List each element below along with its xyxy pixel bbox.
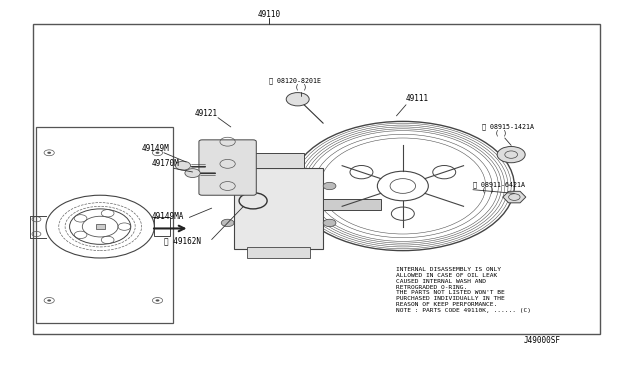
Circle shape xyxy=(47,152,51,154)
Bar xyxy=(253,153,304,167)
Text: Ⓡ 08911-6421A: Ⓡ 08911-6421A xyxy=(473,181,525,187)
Circle shape xyxy=(221,182,234,190)
Text: 49170M: 49170M xyxy=(151,159,179,168)
Circle shape xyxy=(185,169,200,177)
Circle shape xyxy=(47,299,51,302)
Circle shape xyxy=(221,219,234,227)
Circle shape xyxy=(497,147,525,163)
Text: INTERNAL DISASSEMBLY IS ONLY
ALLOWED IN CASE OF OIL LEAK
CAUSED INTERNAL WASH AN: INTERNAL DISASSEMBLY IS ONLY ALLOWED IN … xyxy=(396,267,531,313)
Bar xyxy=(36,127,173,323)
Circle shape xyxy=(323,219,336,227)
Text: 49110: 49110 xyxy=(257,10,280,19)
Text: Ⓡ 08120-8201E: Ⓡ 08120-8201E xyxy=(269,78,321,84)
Bar xyxy=(323,199,381,210)
Text: 49121: 49121 xyxy=(195,109,218,118)
Text: 49111: 49111 xyxy=(406,94,429,103)
Bar xyxy=(33,23,600,334)
Text: Ⓡ 08915-1421A: Ⓡ 08915-1421A xyxy=(483,124,534,130)
FancyBboxPatch shape xyxy=(199,140,256,195)
Bar xyxy=(234,167,323,249)
Bar xyxy=(246,247,310,258)
Circle shape xyxy=(175,161,191,170)
Circle shape xyxy=(323,182,336,190)
Bar xyxy=(154,217,170,236)
Text: ( ): ( ) xyxy=(495,129,508,136)
Text: ( ): ( ) xyxy=(295,83,307,90)
Polygon shape xyxy=(503,191,526,203)
Text: Ⓑ 49162N: Ⓑ 49162N xyxy=(164,236,201,245)
Circle shape xyxy=(286,93,309,106)
Text: 49149MA: 49149MA xyxy=(151,212,184,221)
Text: ( ): ( ) xyxy=(483,186,495,193)
Text: J49000SF: J49000SF xyxy=(524,336,561,345)
Bar xyxy=(96,224,104,229)
Text: 49149M: 49149M xyxy=(141,144,170,153)
Circle shape xyxy=(156,299,159,302)
Circle shape xyxy=(156,152,159,154)
